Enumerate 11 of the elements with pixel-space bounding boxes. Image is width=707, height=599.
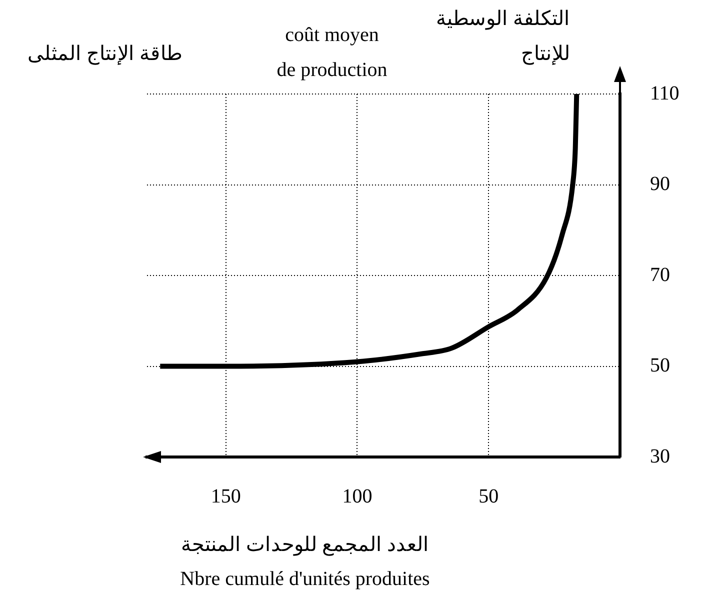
y-tick-label: 110	[650, 82, 680, 104]
text: التكلفة الوسطية للإنتاج	[435, 7, 570, 67]
x-tick-label: 50	[478, 485, 499, 508]
text: طاقة الإنتاج المثلى	[26, 42, 184, 67]
x-tick-label: 100	[342, 485, 372, 508]
x-tick-label: 150	[210, 485, 241, 508]
y-tick-label: 50	[650, 354, 670, 376]
y-tick-label: 90	[650, 173, 670, 195]
y-tick-label: 70	[650, 264, 670, 286]
y-axis-title: coût moyen de production	[276, 23, 388, 83]
y-tick-label: 30	[650, 445, 670, 468]
